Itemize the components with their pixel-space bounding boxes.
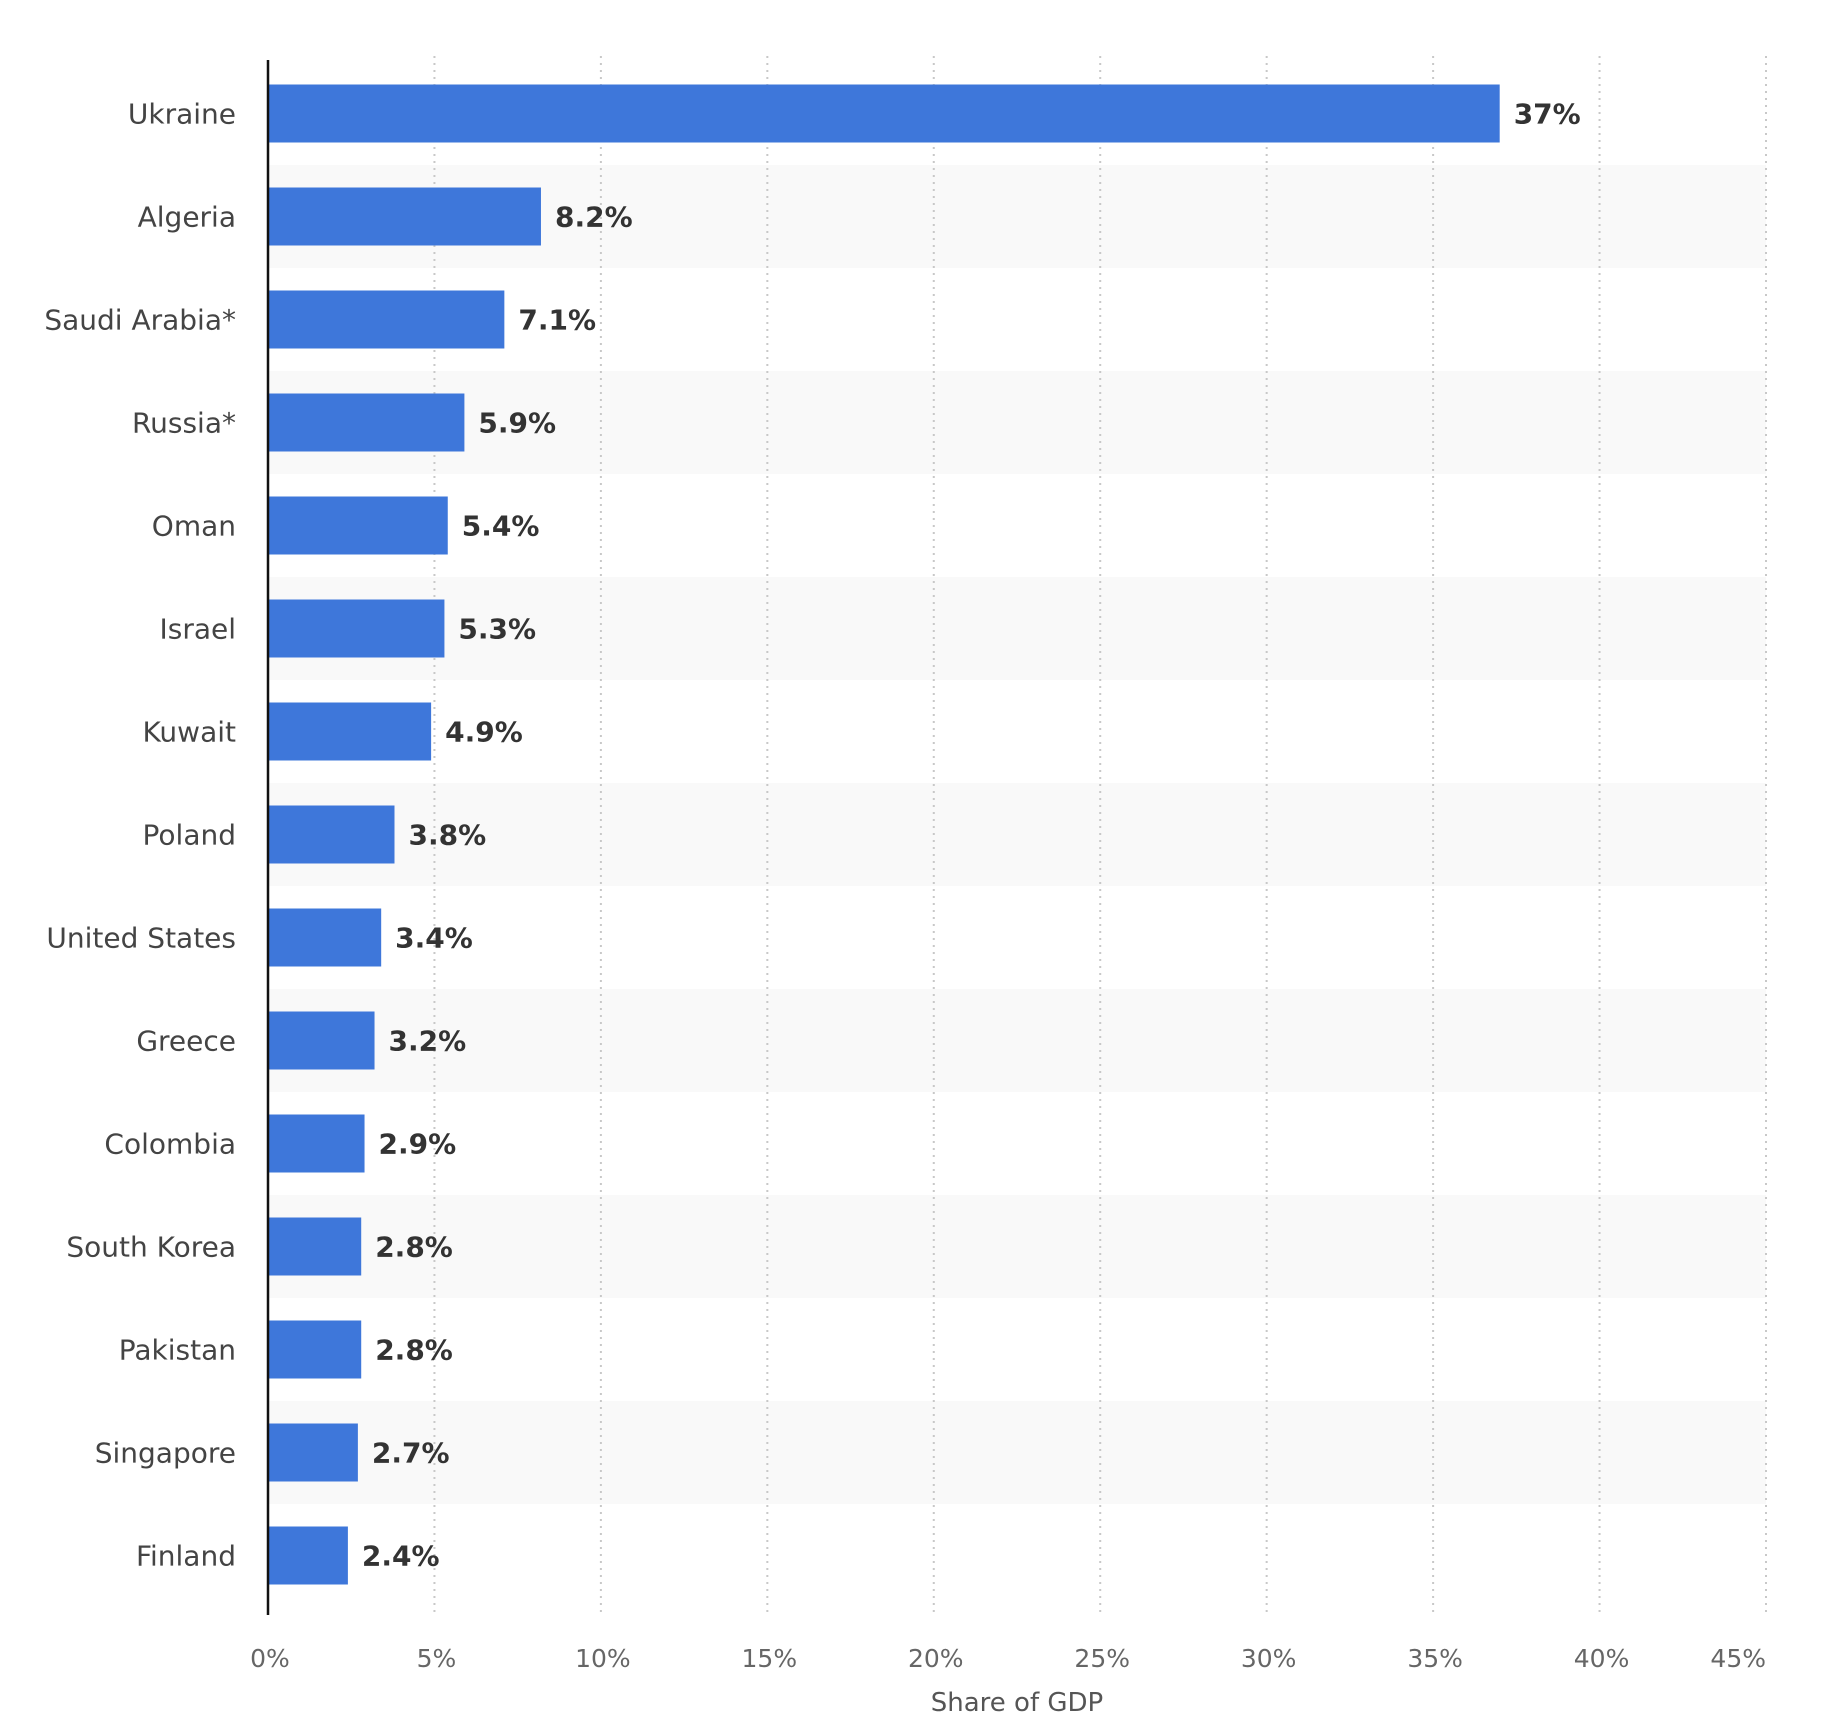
value-label: 5.3% bbox=[458, 613, 536, 646]
value-label: 3.2% bbox=[389, 1025, 467, 1058]
value-label: 4.9% bbox=[445, 716, 523, 749]
bar bbox=[268, 908, 382, 967]
category-label: Russia* bbox=[132, 407, 236, 440]
x-tick-label: 20% bbox=[908, 1644, 964, 1673]
category-label: Singapore bbox=[95, 1437, 236, 1470]
x-tick-label: 15% bbox=[742, 1644, 798, 1673]
bar bbox=[268, 187, 541, 246]
row-band bbox=[268, 783, 1766, 886]
category-label: Oman bbox=[152, 510, 236, 543]
value-label: 2.7% bbox=[372, 1437, 450, 1470]
value-label: 5.9% bbox=[478, 407, 556, 440]
x-axis-title: Share of GDP bbox=[931, 1688, 1103, 1718]
value-label: 5.4% bbox=[462, 510, 540, 543]
value-label: 3.4% bbox=[395, 922, 473, 955]
category-label: Kuwait bbox=[142, 716, 236, 749]
bar bbox=[268, 1320, 362, 1379]
category-label: Saudi Arabia* bbox=[44, 304, 236, 337]
row-band bbox=[268, 577, 1766, 680]
x-tick-labels: 0% 5% 10% 15% 20% 25% 30% 35% 40% 45% bbox=[250, 1644, 1766, 1673]
value-label: 8.2% bbox=[555, 201, 633, 234]
row-bands bbox=[268, 165, 1766, 1504]
category-label: Ukraine bbox=[128, 98, 236, 131]
row-band bbox=[268, 371, 1766, 474]
category-label: Greece bbox=[136, 1025, 236, 1058]
row-band bbox=[268, 989, 1766, 1092]
category-label: Pakistan bbox=[119, 1334, 236, 1367]
bar bbox=[268, 393, 465, 452]
value-label: 2.9% bbox=[379, 1128, 457, 1161]
row-band bbox=[268, 1401, 1766, 1504]
bar bbox=[268, 84, 1500, 143]
bar bbox=[268, 702, 432, 761]
value-label: 37% bbox=[1514, 98, 1581, 131]
x-tick-label: 5% bbox=[417, 1644, 457, 1673]
bar bbox=[268, 805, 395, 864]
category-label: United States bbox=[46, 922, 236, 955]
bar bbox=[268, 599, 445, 658]
x-tick-label: 10% bbox=[575, 1644, 631, 1673]
bar bbox=[268, 290, 505, 349]
x-tick-label: 25% bbox=[1074, 1644, 1130, 1673]
category-label: Colombia bbox=[104, 1128, 236, 1161]
bar bbox=[268, 1423, 358, 1482]
category-label: Poland bbox=[143, 819, 236, 852]
category-label: Algeria bbox=[138, 201, 236, 234]
category-label: Israel bbox=[159, 613, 236, 646]
bars bbox=[268, 84, 1500, 1585]
bar bbox=[268, 1114, 365, 1173]
category-label: Finland bbox=[136, 1540, 236, 1573]
row-band bbox=[268, 1195, 1766, 1298]
value-label: 2.8% bbox=[375, 1334, 453, 1367]
x-tick-label: 40% bbox=[1574, 1644, 1630, 1673]
value-labels: 37% 8.2% 7.1% 5.9% 5.4% 5.3% 4.9% 3.8% 3.4% 3.2% 2… bbox=[362, 98, 1581, 1573]
x-tick-label: 0% bbox=[250, 1644, 290, 1673]
value-label: 7.1% bbox=[518, 304, 596, 337]
value-label: 2.8% bbox=[375, 1231, 453, 1264]
x-tick-label: 35% bbox=[1407, 1644, 1463, 1673]
x-tick-label: 30% bbox=[1241, 1644, 1297, 1673]
category-labels: Ukraine Algeria Saudi Arabia* Russia* Oman Is… bbox=[44, 98, 236, 1573]
bar bbox=[268, 1217, 362, 1276]
bar bbox=[268, 1526, 348, 1585]
bar bbox=[268, 496, 448, 555]
value-label: 3.8% bbox=[408, 819, 486, 852]
x-tick-label: 45% bbox=[1710, 1644, 1766, 1673]
category-label: South Korea bbox=[66, 1231, 236, 1264]
bar bbox=[268, 1011, 375, 1070]
value-label: 2.4% bbox=[362, 1540, 440, 1573]
